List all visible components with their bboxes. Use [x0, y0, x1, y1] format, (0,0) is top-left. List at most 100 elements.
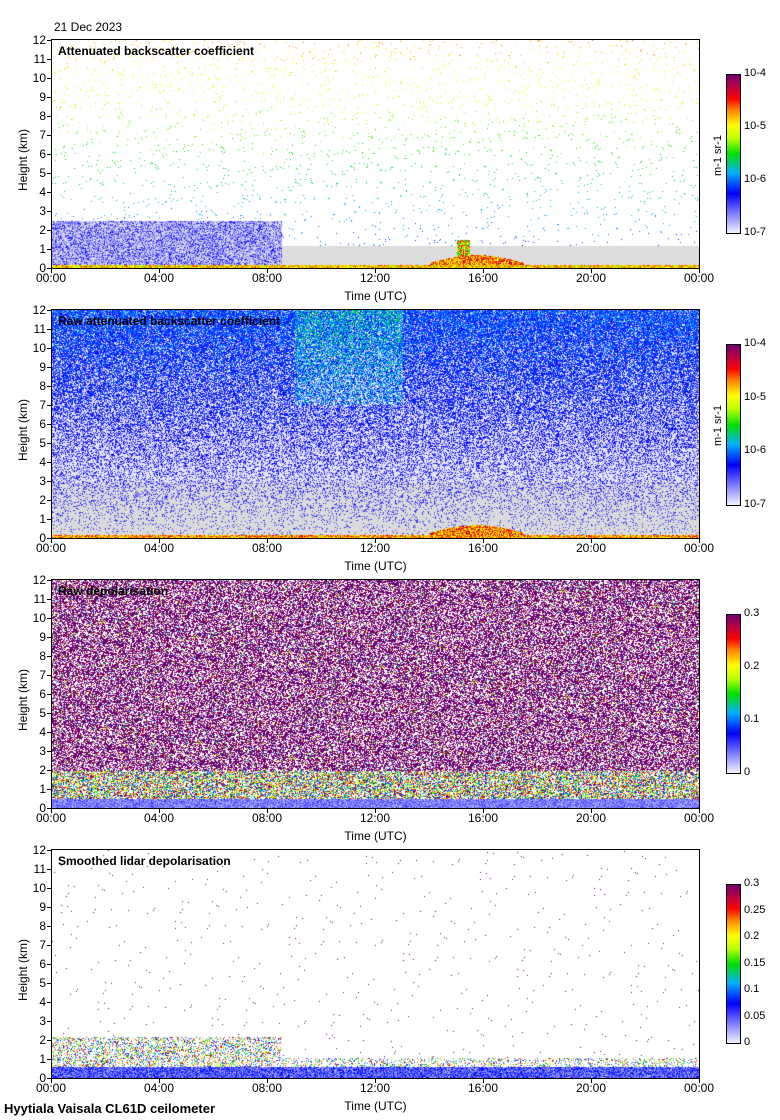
- colorbar-tick-label: 10-4: [744, 67, 767, 79]
- x-tick-label: 00:00: [683, 1081, 715, 1095]
- x-tick-mark: [51, 539, 52, 543]
- heatmap-canvas-1: [52, 40, 699, 268]
- x-axis-label: Time (UTC): [344, 1099, 407, 1113]
- colorbar-tick-label: 10-5: [744, 390, 767, 403]
- y-tick-mark: [47, 1059, 51, 1060]
- colorbar-tick-label: 0.2: [744, 660, 760, 672]
- colorbar-tick-label: 10-7: [744, 498, 767, 510]
- y-tick-mark: [47, 329, 51, 330]
- y-tick-label: 9: [39, 630, 46, 644]
- x-tick-mark: [159, 1079, 160, 1083]
- x-tick-mark: [159, 539, 160, 543]
- x-tick-mark: [159, 269, 160, 273]
- y-tick-mark: [47, 367, 51, 368]
- x-tick-mark: [483, 539, 484, 543]
- colorbar-tick-label: 0.1: [744, 713, 760, 725]
- y-tick-label: 11: [33, 322, 46, 336]
- y-tick-label: 11: [33, 52, 46, 66]
- y-tick-label: 4: [39, 725, 46, 739]
- heatmap-canvas-3: [52, 580, 699, 808]
- y-tick-label: 2: [39, 1033, 46, 1047]
- x-tick-label: 08:00: [251, 1081, 283, 1095]
- y-tick-label: 3: [39, 474, 46, 488]
- y-tick-mark: [47, 732, 51, 733]
- colorbar-3: [726, 614, 741, 774]
- y-tick-mark: [47, 675, 51, 676]
- x-tick-mark: [159, 809, 160, 813]
- x-tick-label: 16:00: [467, 1081, 499, 1095]
- x-tick-mark: [591, 269, 592, 273]
- y-tick-mark: [47, 519, 51, 520]
- y-tick-mark: [47, 230, 51, 231]
- x-tick-label: 12:00: [359, 811, 391, 825]
- x-tick-mark: [591, 1079, 592, 1083]
- colorbar-tick-label: 0.3: [744, 607, 760, 619]
- y-tick-label: 7: [39, 938, 46, 952]
- y-tick-label: 6: [39, 687, 46, 701]
- x-tick-mark: [699, 269, 700, 273]
- y-tick-mark: [47, 462, 51, 463]
- x-tick-mark: [267, 1079, 268, 1083]
- y-tick-mark: [47, 386, 51, 387]
- y-tick-label: 12: [32, 33, 46, 47]
- panel-title: Raw depolarisation: [58, 584, 169, 598]
- y-tick-mark: [47, 808, 51, 809]
- y-tick-label: 1: [39, 512, 46, 526]
- y-tick-label: 6: [39, 417, 46, 431]
- y-tick-label: 8: [39, 919, 46, 933]
- colorbar-tick-label: 0.3: [744, 877, 760, 889]
- x-tick-label: 20:00: [575, 271, 607, 285]
- y-tick-label: 0: [39, 261, 46, 275]
- y-tick-mark: [47, 869, 51, 870]
- y-tick-mark: [47, 789, 51, 790]
- y-tick-mark: [47, 907, 51, 908]
- y-tick-mark: [47, 40, 51, 41]
- x-tick-mark: [51, 809, 52, 813]
- y-tick-mark: [47, 310, 51, 311]
- y-tick-label: 6: [39, 147, 46, 161]
- heatmap-canvas-4: [52, 850, 699, 1078]
- colorbar-tick-label: 10-5: [744, 120, 767, 132]
- x-tick-label: 16:00: [467, 541, 499, 555]
- x-tick-label: 00:00: [683, 541, 715, 555]
- y-tick-label: 10: [32, 881, 46, 895]
- x-tick-label: 12:00: [359, 1081, 391, 1095]
- x-tick-label: 00:00: [35, 271, 67, 285]
- y-tick-mark: [47, 59, 51, 60]
- y-tick-label: 11: [33, 862, 46, 876]
- y-tick-mark: [47, 211, 51, 212]
- colorbar-1: [726, 74, 741, 234]
- y-tick-mark: [47, 599, 51, 600]
- x-tick-label: 08:00: [251, 541, 283, 555]
- y-tick-label: 10: [32, 611, 46, 625]
- y-tick-mark: [47, 78, 51, 79]
- y-tick-label: 12: [32, 843, 46, 857]
- plot-area-4: Smoothed lidar depolarisation: [51, 849, 700, 1079]
- x-tick-mark: [51, 269, 52, 273]
- x-tick-label: 12:00: [359, 271, 391, 285]
- y-tick-mark: [47, 1040, 51, 1041]
- y-tick-mark: [47, 713, 51, 714]
- y-tick-label: 5: [39, 706, 46, 720]
- x-tick-mark: [375, 539, 376, 543]
- x-tick-label: 04:00: [143, 1081, 175, 1095]
- colorbar-tick-label: 0.05: [744, 1009, 766, 1022]
- x-tick-mark: [699, 1079, 700, 1083]
- panel-title: Raw attenuated backscatter coefficient: [58, 314, 281, 328]
- x-tick-label: 08:00: [251, 271, 283, 285]
- x-tick-label: 04:00: [143, 541, 175, 555]
- x-tick-label: 20:00: [575, 541, 607, 555]
- y-tick-mark: [47, 770, 51, 771]
- x-axis-label: Time (UTC): [344, 289, 407, 303]
- y-tick-mark: [47, 694, 51, 695]
- colorbar-tick-label: 0.2: [744, 930, 760, 942]
- y-tick-mark: [47, 850, 51, 851]
- x-tick-mark: [51, 1079, 52, 1083]
- panel-title: Smoothed lidar depolarisation: [58, 854, 231, 868]
- x-tick-label: 16:00: [467, 271, 499, 285]
- y-tick-label: 0: [39, 531, 46, 545]
- x-tick-mark: [483, 269, 484, 273]
- y-tick-label: 12: [32, 303, 46, 317]
- colorbar-tick-label: 0.1: [744, 983, 760, 995]
- colorbar-tick-label: 10-4: [744, 337, 767, 349]
